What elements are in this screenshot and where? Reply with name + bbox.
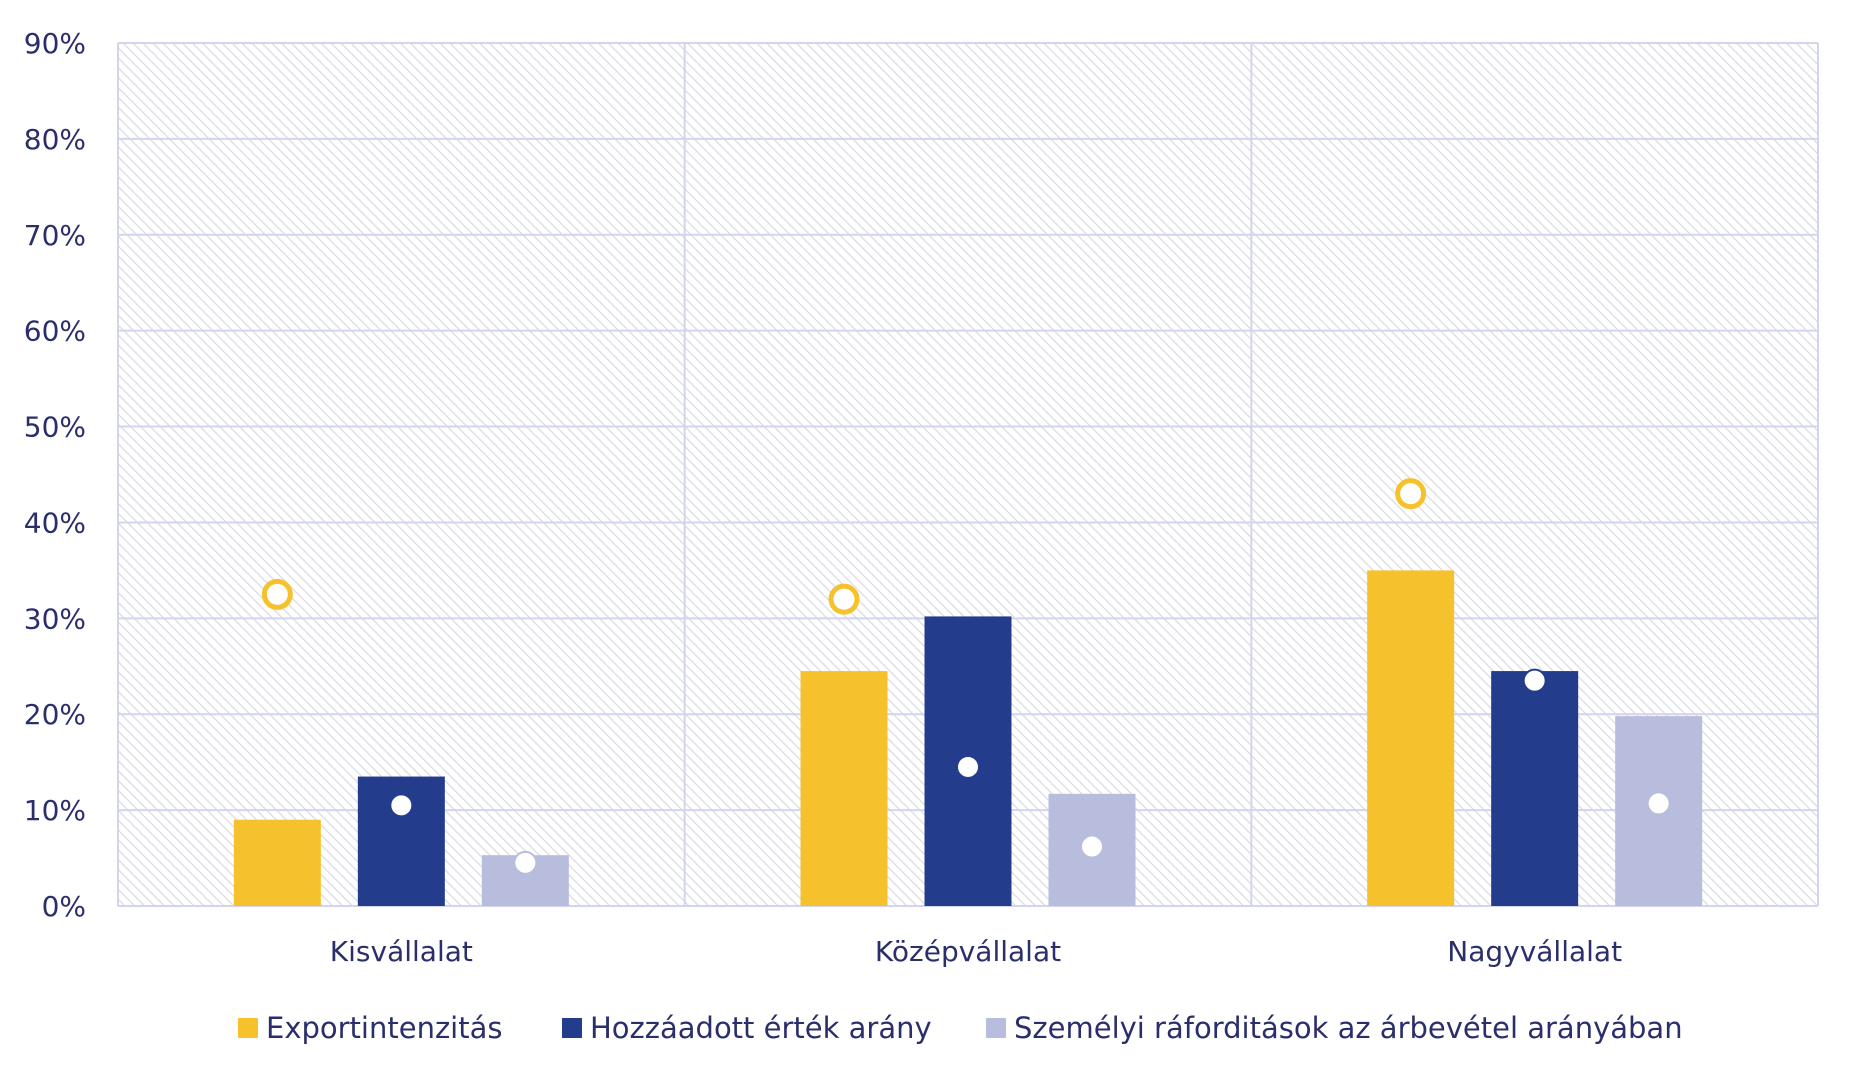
x-category-label: Kisvállalat bbox=[330, 935, 473, 968]
bar bbox=[800, 671, 888, 906]
x-category-label: Nagyvállalat bbox=[1447, 935, 1622, 968]
marker bbox=[1395, 478, 1427, 510]
legend-label: Személyi ráforditások az árbevétel arány… bbox=[1014, 1011, 1683, 1045]
marker bbox=[389, 793, 414, 818]
legend-label: Exportintenzitás bbox=[266, 1011, 503, 1045]
marker bbox=[1646, 791, 1671, 816]
y-tick-label: 10% bbox=[24, 794, 86, 827]
bar bbox=[1491, 671, 1579, 906]
legend-swatch bbox=[562, 1018, 582, 1038]
legend-label: Hozzáadott érték arány bbox=[590, 1011, 932, 1045]
marker bbox=[828, 583, 860, 615]
marker bbox=[956, 754, 980, 779]
legend-swatch bbox=[238, 1018, 258, 1038]
y-tick-label: 0% bbox=[42, 890, 86, 923]
y-tick-label: 30% bbox=[24, 602, 86, 635]
y-tick-label: 60% bbox=[24, 315, 86, 348]
marker bbox=[1080, 834, 1104, 859]
y-tick-label: 20% bbox=[24, 698, 86, 731]
y-tick-label: 70% bbox=[24, 219, 86, 252]
marker bbox=[1522, 668, 1547, 693]
bar bbox=[233, 819, 321, 906]
y-tick-label: 50% bbox=[24, 411, 86, 444]
y-tick-label: 40% bbox=[24, 506, 86, 539]
marker bbox=[513, 850, 538, 875]
marker bbox=[261, 578, 293, 610]
bar bbox=[1367, 570, 1455, 906]
y-tick-label: 80% bbox=[24, 123, 86, 156]
x-category-label: Középvállalat bbox=[875, 935, 1061, 968]
legend-swatch bbox=[986, 1018, 1006, 1038]
y-tick-label: 90% bbox=[24, 27, 86, 60]
